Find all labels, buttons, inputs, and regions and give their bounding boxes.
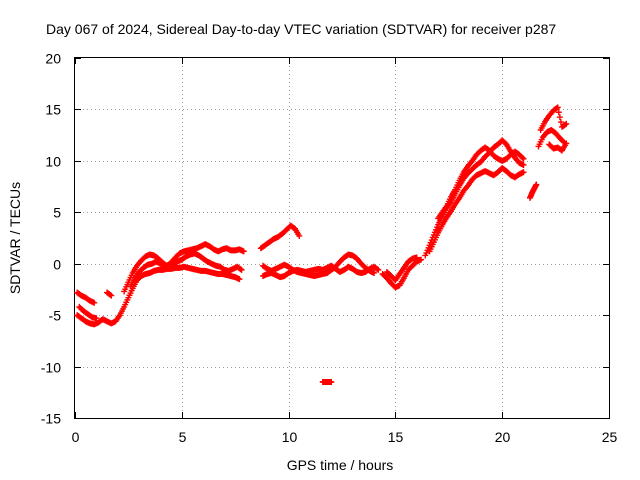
x-tick-label: 0 <box>72 429 80 445</box>
data-point <box>296 232 303 239</box>
data-point <box>554 104 561 111</box>
y-tick-label: 5 <box>53 205 61 221</box>
y-tick-label: -5 <box>49 308 62 324</box>
data-point <box>519 154 526 161</box>
x-tick-label: 25 <box>602 429 618 445</box>
data-point <box>328 379 335 385</box>
data-point <box>553 105 560 112</box>
x-tick-label: 15 <box>388 429 404 445</box>
data-point <box>520 169 527 176</box>
y-tick-label: 0 <box>53 257 61 273</box>
chart-title: Day 067 of 2024, Sidereal Day-to-day VTE… <box>46 21 556 37</box>
data-point <box>533 181 540 188</box>
y-tick-label: 15 <box>45 102 61 118</box>
y-tick-label: 20 <box>45 51 61 67</box>
data-point <box>562 121 569 128</box>
axis-ticks: 0 5 10 15 20 25 -15 -10 -5 0 5 10 15 20 <box>41 51 618 446</box>
data-point <box>374 266 381 273</box>
data-point <box>107 291 114 298</box>
data-point <box>556 114 563 121</box>
data-point <box>560 138 567 145</box>
data-point <box>563 120 570 127</box>
y-axis-label: SDTVAR / TECUs <box>7 182 23 294</box>
data-point <box>238 266 245 273</box>
y-tick-label: 10 <box>45 154 61 170</box>
x-tick-label: 20 <box>495 429 511 445</box>
data-point <box>557 119 564 126</box>
data-point <box>520 161 527 168</box>
data-point <box>555 109 562 116</box>
data-point <box>240 248 247 255</box>
data-point <box>520 155 527 162</box>
y-tick-label: -10 <box>41 360 61 376</box>
x-tick-label: 5 <box>179 429 187 445</box>
data-point <box>237 266 244 273</box>
data-point <box>563 140 570 147</box>
x-axis-label: GPS time / hours <box>287 457 394 473</box>
y-tick-label: -15 <box>41 411 61 427</box>
grid <box>75 58 609 418</box>
data-points <box>74 104 570 385</box>
x-tick-label: 10 <box>282 429 298 445</box>
data-point <box>236 276 243 283</box>
data-point <box>108 292 115 299</box>
plot-frame <box>74 57 610 419</box>
data-point <box>371 269 378 276</box>
data-point <box>418 256 425 263</box>
data-point <box>93 315 100 322</box>
data-point <box>375 266 382 273</box>
data-point <box>91 299 98 306</box>
data-point <box>413 254 420 261</box>
